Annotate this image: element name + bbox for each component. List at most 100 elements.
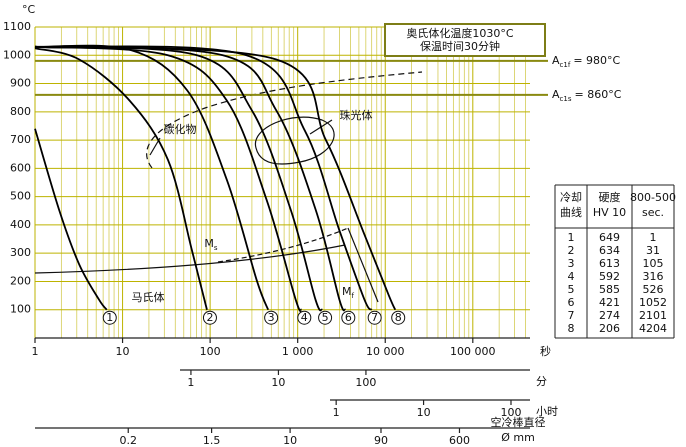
x-tick-label: 100	[200, 345, 221, 358]
table-header: HV 10	[593, 206, 626, 219]
table-cell: 8	[568, 322, 575, 335]
curve-marker	[202, 310, 217, 325]
curve-marker	[391, 310, 406, 325]
y-tick-label: 300	[10, 246, 31, 259]
table-header: 曲线	[560, 205, 582, 219]
table-cell: 5	[568, 283, 575, 296]
reference-label: Ac1f = 980°C	[552, 54, 621, 69]
table-cell: 526	[643, 283, 664, 296]
pearlite-region	[254, 116, 335, 165]
secondary-tick-label: 0.2	[119, 434, 137, 447]
secondary-tick-label: 10	[417, 406, 431, 419]
annotation: Mf	[342, 285, 355, 300]
table-cell: 206	[599, 322, 620, 335]
table-cell: 1	[650, 231, 657, 244]
curve-label: 3	[268, 311, 275, 324]
secondary-tick-label: 600	[449, 434, 470, 447]
curve-marker	[264, 310, 279, 325]
cooling-curve	[34, 128, 108, 311]
curve-label: 8	[395, 311, 402, 324]
carbide-boundary	[146, 71, 423, 169]
annotation-subscript: s	[214, 244, 218, 252]
table-cell: 1	[568, 231, 575, 244]
mf-line	[347, 227, 379, 303]
grid	[34, 26, 530, 338]
x-tick-label: 1	[32, 345, 39, 358]
reference-subscript: c1f	[560, 61, 571, 69]
annotation-text: M	[342, 285, 352, 298]
secondary-tick-label: 1	[333, 406, 340, 419]
curve-label: 1	[106, 311, 113, 324]
table-cell: 7	[568, 309, 575, 322]
y-tick-label: 500	[10, 190, 31, 203]
table-cell: 649	[599, 231, 620, 244]
table-header: 800-500	[630, 191, 676, 204]
curve-label: 2	[206, 311, 213, 324]
table-cell: 6	[568, 296, 575, 309]
table-header: 硬度	[599, 190, 621, 204]
curve-label: 7	[371, 311, 378, 324]
table-cell: 2	[568, 244, 575, 257]
curve-marker	[102, 310, 117, 325]
reference-text: = 980°C	[573, 54, 620, 67]
table-cell: 2101	[639, 309, 667, 322]
annotation-text: M	[204, 237, 214, 250]
secondary-unit: 小时	[536, 405, 558, 418]
table-cell: 274	[599, 309, 620, 322]
secondary-tick-label: 1	[187, 376, 194, 389]
table-cell: 585	[599, 283, 620, 296]
curve-label: 5	[322, 311, 329, 324]
table-header: 冷却	[560, 191, 582, 204]
x-unit: 秒	[540, 344, 551, 358]
curve-label: 4	[301, 311, 308, 324]
curve-marker	[297, 310, 312, 325]
reference-label: Ac1s = 860°C	[552, 88, 622, 103]
table-cell: 634	[599, 244, 620, 257]
secondary-tick-label: 10	[271, 376, 285, 389]
cooling-curve	[34, 45, 373, 311]
table-cell: 105	[643, 257, 664, 270]
reference-subscript: c1s	[560, 95, 572, 103]
y-tick-label: 700	[10, 133, 31, 146]
austenitizing-box	[384, 23, 546, 57]
secondary-tick-label: 100	[500, 406, 521, 419]
curve-marker	[367, 310, 382, 325]
y-tick-label: 900	[10, 77, 31, 90]
table-cell: 3	[568, 257, 575, 270]
secondary-unit: 空冷棒直径	[491, 415, 546, 429]
reference-symbol: A	[552, 88, 560, 101]
table-header: sec.	[642, 206, 664, 219]
table-cell: 592	[599, 270, 620, 283]
secondary-unit: Ø mm	[501, 431, 535, 444]
table-cell: 4	[568, 270, 575, 283]
annotation-text: 马氏体	[132, 290, 165, 304]
cooling-curve	[34, 45, 303, 312]
secondary-tick-label: 90	[374, 434, 388, 447]
y-unit: °C	[22, 3, 36, 16]
y-tick-label: 600	[10, 161, 31, 174]
annotation: 马氏体	[132, 290, 165, 304]
box-text: 保温时间30分钟	[420, 39, 500, 53]
x-tick-label: 1 000	[282, 345, 314, 358]
table-cell: 4204	[639, 322, 667, 335]
reference-text: = 860°C	[574, 88, 621, 101]
table-cell: 316	[643, 270, 664, 283]
y-tick-label: 1000	[3, 48, 31, 61]
cooling-curve	[34, 44, 269, 311]
curve-label: 6	[345, 311, 352, 324]
cooling-curve	[34, 45, 323, 312]
secondary-tick-label: 100	[355, 376, 376, 389]
annotation-text: 珠光体	[340, 108, 373, 122]
ms-boundary	[217, 227, 349, 263]
reference-symbol: A	[552, 54, 560, 67]
table-cell: 421	[599, 296, 620, 309]
box-text: 奥氏体化温度1030°C	[406, 26, 513, 40]
y-tick-label: 1100	[3, 20, 31, 33]
cooling-curve	[34, 47, 208, 310]
annotation-subscript: f	[352, 292, 355, 300]
annotation: 珠光体	[340, 108, 373, 122]
y-tick-label: 200	[10, 274, 31, 287]
